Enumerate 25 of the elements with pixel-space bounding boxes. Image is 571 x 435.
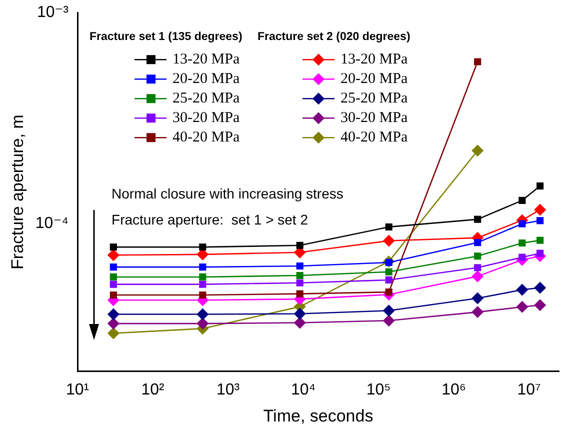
annotation: Normal closure with increasing stress [112, 185, 344, 202]
x-tick-label: 10⁷ [517, 381, 542, 398]
legend-label: 30-20 MPa [340, 110, 408, 126]
x-tick-label: 10⁶ [442, 381, 466, 398]
x-tick-label: 10⁴ [290, 381, 316, 398]
legend-label: 13-20 MPa [340, 52, 408, 68]
legend-label: 20-20 MPa [340, 71, 408, 88]
legend-label: 13-20 MPa [172, 52, 240, 68]
legend-label: 40-20 MPa [172, 130, 240, 146]
x-tick-label: 10¹ [66, 381, 90, 398]
annotation: Fracture aperture: set 1 > set 2 [112, 211, 308, 228]
annotation: Fracture set 1 (135 degrees) [90, 30, 242, 43]
x-tick-label: 10² [141, 381, 166, 398]
y-tick-label: 10⁻³ [36, 4, 70, 22]
annotation: Fracture set 2 (020 degrees) [258, 30, 410, 43]
legend-label: 40-20 MPa [340, 130, 408, 146]
legend-label: 25-20 MPa [172, 90, 240, 107]
legend-label: 20-20 MPa [172, 71, 240, 88]
x-axis-title: Time, seconds [263, 406, 374, 426]
x-tick-label: 10³ [216, 381, 240, 398]
y-tick-label: 10⁻⁴ [35, 215, 69, 232]
y-axis-title: Fracture aperture, m [8, 114, 27, 270]
legend-label: 25-20 MPa [340, 90, 408, 107]
legend-label: 30-20 MPa [172, 110, 240, 126]
x-tick-label: 10⁵ [366, 381, 391, 398]
